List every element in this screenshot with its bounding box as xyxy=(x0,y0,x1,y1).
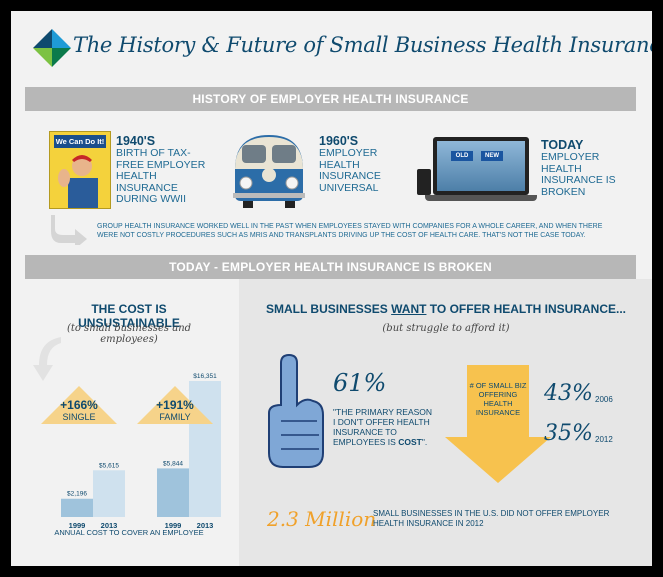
infographic: The History & Future of Small Business H… xyxy=(11,11,652,566)
bar-year-label: 1999 xyxy=(165,521,182,530)
bar-year-label: 1999 xyxy=(69,521,86,530)
family-label: FAMILY xyxy=(159,412,191,422)
want-heading-emphasis: WANT xyxy=(391,302,427,316)
down-arrow-icon xyxy=(445,365,551,483)
era-1960-year: 1960'S xyxy=(319,134,359,148)
stat-2012-year: 2012 xyxy=(595,435,613,444)
cost-footer: ANNUAL COST TO COVER AN EMPLOYEE xyxy=(54,528,204,537)
million-desc: SMALL BUSINESSES IN THE U.S. DID NOT OFF… xyxy=(373,509,610,528)
arrow-label: # OF SMALL BIZ OFFERING HEALTH INSURANCE xyxy=(469,381,527,417)
logo-icon xyxy=(33,29,71,67)
bar-value-label: $5,615 xyxy=(99,462,119,469)
bar-single-2013 xyxy=(93,470,125,517)
want-heading-post: TO OFFER HEALTH INSURANCE... xyxy=(426,302,627,316)
cost-chart: $2,196 1999 $5,615 2013 $5,844 1999 $16,351 201… xyxy=(61,373,221,530)
cost-heading: THE COST IS UNSUSTAINABLE xyxy=(78,302,180,330)
history-note: GROUP HEALTH INSURANCE WORKED WELL IN TH… xyxy=(97,223,603,239)
laptop-image: OLD NEW xyxy=(417,137,537,207)
stat-2012-pct: 35% xyxy=(544,421,593,446)
rosie-poster-image: We Can Do It! xyxy=(49,131,111,209)
cost-subheading: (to small businesses and employees) xyxy=(66,323,192,345)
quote-emphasis: COST xyxy=(398,437,422,447)
history-band: HISTORY OF EMPLOYER HEALTH INSURANCE xyxy=(25,87,636,111)
quote-pre: "THE PRIMARY REASON I DON'T OFFER HEALTH… xyxy=(333,407,433,447)
quote-post: ". xyxy=(421,437,428,447)
vw-bus-icon xyxy=(233,135,305,208)
bar-year-label: 2013 xyxy=(197,521,214,530)
bar-year-label: 2013 xyxy=(101,521,118,530)
bar-value-label: $16,351 xyxy=(193,373,217,380)
curved-arrow-icon xyxy=(51,215,87,245)
pct-61: 61% xyxy=(333,369,387,397)
stat-2006-pct: 43% xyxy=(544,381,593,406)
today-band: TODAY - EMPLOYER HEALTH INSURANCE IS BRO… xyxy=(25,255,636,279)
single-pct: +166% xyxy=(60,398,98,412)
want-subheading: (but struggle to afford it) xyxy=(382,323,510,334)
bar-family-2013 xyxy=(189,381,221,517)
bar-single-1999 xyxy=(61,498,93,517)
cost-quote: "THE PRIMARY REASON I DON'T OFFER HEALTH… xyxy=(333,407,433,447)
era-1940-year: 1940'S xyxy=(116,134,156,148)
poster-caption: We Can Do It! xyxy=(54,135,106,148)
old-sign: OLD xyxy=(451,151,473,161)
family-pct: +191% xyxy=(156,398,194,412)
bar-family-1999 xyxy=(157,468,189,517)
want-heading: SMALL BUSINESSES WANT TO OFFER HEALTH IN… xyxy=(251,302,641,316)
era-today-desc: EMPLOYER HEALTH INSURANCE IS BROKEN xyxy=(541,151,616,198)
bar-value-label: $2,196 xyxy=(67,491,87,498)
era-today-year: TODAY xyxy=(541,138,584,152)
new-sign: NEW xyxy=(481,151,503,161)
family-triangle: +191% FAMILY xyxy=(135,386,215,424)
era-1960-desc: EMPLOYER HEALTH INSURANCE UNIVERSAL xyxy=(319,147,381,194)
page-title: The History & Future of Small Business H… xyxy=(73,33,652,57)
stat-2006-year: 2006 xyxy=(595,395,613,404)
era-1940-desc: BIRTH OF TAX-FREE EMPLOYER HEALTH INSURA… xyxy=(116,147,206,205)
million-stat: 2.3 Million xyxy=(267,507,377,531)
curved-arrow-down-icon xyxy=(33,337,61,381)
bar-value-label: $5,844 xyxy=(163,460,183,467)
want-heading-pre: SMALL BUSINESSES xyxy=(265,302,392,316)
foam-finger-icon xyxy=(268,353,324,468)
single-triangle: +166% SINGLE xyxy=(39,386,119,424)
single-label: SINGLE xyxy=(62,412,96,422)
